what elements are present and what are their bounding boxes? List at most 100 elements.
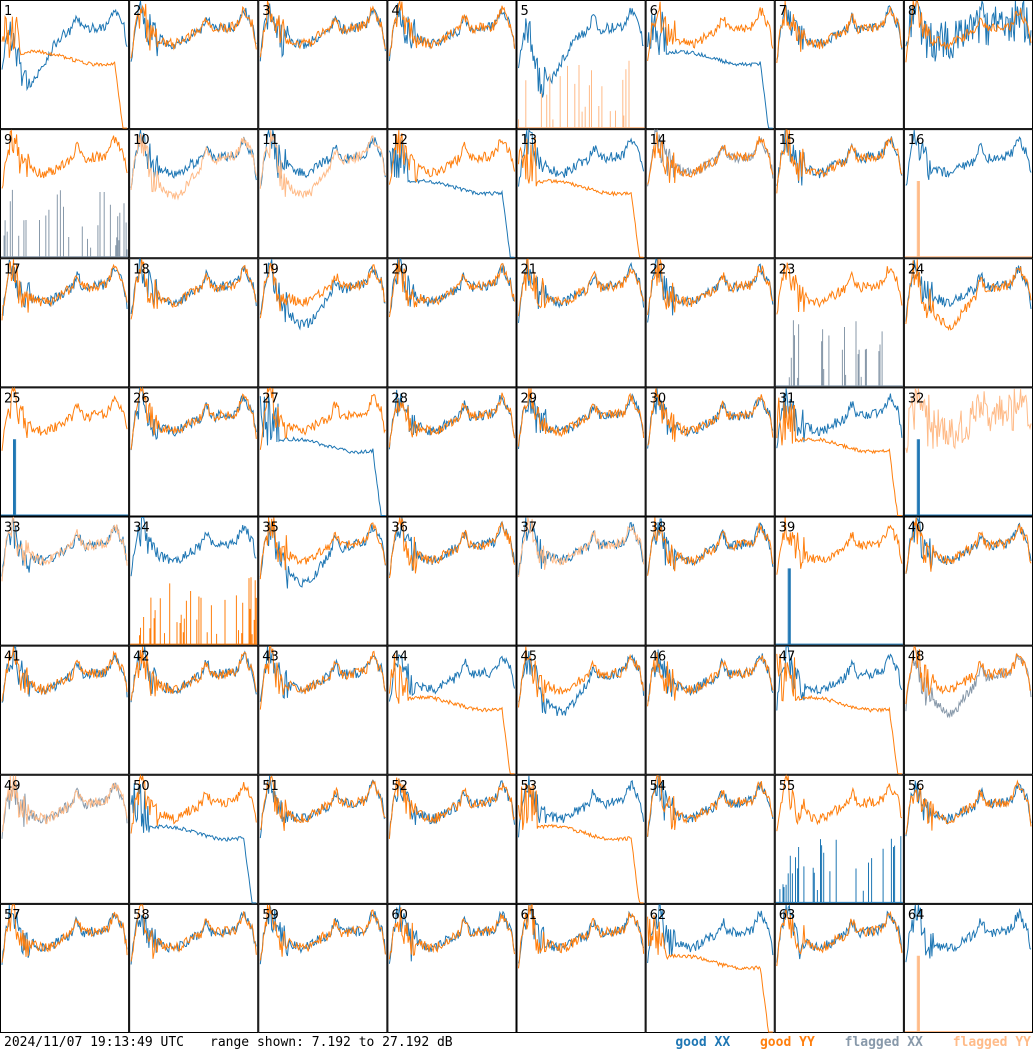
panel-number: 24: [908, 262, 925, 277]
series-xx-good: [518, 651, 645, 717]
panel-number: 47: [779, 650, 796, 665]
panel-frame: [387, 0, 517, 130]
range-label: range shown: 7.192 to 27.192 dB: [210, 1035, 453, 1050]
panel-frame: [387, 516, 517, 646]
panel-number: 53: [521, 779, 538, 794]
series-yy-good: [1, 904, 128, 963]
series-yy-good: [259, 0, 386, 58]
series-yy-good: [776, 397, 902, 516]
panel-number: 16: [908, 133, 925, 148]
series-yy-good: [905, 779, 1032, 835]
panel-frame: [258, 258, 388, 388]
panel-number: 27: [262, 391, 279, 406]
series-yy-good: [647, 652, 774, 707]
panel-number: 44: [391, 650, 408, 665]
series-xx-good: [1, 645, 128, 703]
series-xx-good: [130, 130, 257, 188]
panel-1: 1: [0, 0, 130, 130]
panel-frame: [645, 645, 775, 775]
panel-frame: [774, 258, 904, 388]
series-yy-good: [130, 3, 257, 59]
panel-frame: [903, 387, 1033, 517]
series-xx-flagged: [647, 128, 774, 187]
series-yy-good: [388, 653, 515, 775]
panel-frame: [129, 516, 259, 646]
series-yy-good: [518, 782, 644, 904]
panel-59: 59: [258, 903, 388, 1033]
panel-frame: [387, 387, 517, 517]
panel-55: 55: [774, 773, 904, 904]
legend-flagged-xx: flagged XX: [844, 1035, 923, 1050]
series-yy-good: [130, 904, 257, 962]
panel-number: 59: [262, 908, 279, 923]
panel-20: 20: [387, 258, 517, 388]
panel-45: 45: [516, 645, 646, 775]
series-yy-good: [647, 1, 774, 61]
panel-24: 24: [903, 258, 1033, 388]
panel-number: 7: [779, 4, 787, 19]
series-yy-good: [518, 646, 645, 708]
series-xx-good: [776, 4, 903, 60]
series-yy-good: [130, 773, 257, 834]
series-yy-good: [1, 129, 128, 189]
panel-28: 28: [387, 387, 517, 517]
series-xx-flagged: [775, 320, 903, 387]
legend: good XX good YY flagged XX flagged YY: [675, 1033, 1031, 1053]
series-xx-good: [647, 904, 774, 964]
series-xx-good: [130, 258, 257, 314]
panel-number: 48: [908, 650, 925, 665]
panel-number: 20: [391, 262, 408, 277]
series-xx-good: [905, 0, 1032, 62]
series-yy-good: [1, 386, 128, 451]
panel-frame: [0, 258, 130, 388]
series-xx-good: [1, 517, 128, 577]
panel-18: 18: [129, 258, 259, 388]
panel-number: 60: [391, 908, 408, 923]
series-xx-good: [905, 904, 1032, 963]
panel-21: 21: [516, 258, 646, 388]
series-yy-good: [776, 909, 903, 967]
panel-37: 37: [516, 516, 646, 646]
series-yy-good: [518, 904, 645, 969]
series-yy-flagged: [517, 60, 645, 129]
series-yy-good: [518, 258, 645, 317]
series-yy-good: [388, 259, 515, 318]
panel-number: 57: [4, 908, 21, 923]
panel-30: 30: [645, 387, 775, 517]
panel-42: 42: [129, 645, 259, 775]
timestamp: 2024/11/07 19:13:49 UTC: [4, 1035, 185, 1050]
series-xx-good: [775, 836, 903, 903]
series-xx-good: [1, 259, 128, 316]
panel-frame: [516, 0, 646, 130]
panel-number: 29: [521, 391, 538, 406]
series-yy-good: [647, 517, 774, 576]
panel-63: 63: [774, 903, 904, 1033]
panel-48: 48: [903, 645, 1033, 775]
series-yy-good: [647, 775, 774, 837]
panel-32: 32: [903, 387, 1033, 517]
panel-number: 50: [133, 779, 150, 794]
panel-frame: [387, 774, 517, 904]
panel-number: 9: [4, 133, 12, 148]
panel-2: 2: [129, 0, 259, 130]
series-xx-good: [518, 904, 645, 964]
panel-number: 39: [779, 521, 796, 536]
panel-number: 4: [391, 4, 399, 19]
series-xx-good: [905, 259, 1032, 322]
panel-number: 36: [391, 521, 408, 536]
series-yy-flagged: [905, 388, 1032, 453]
series-yy-flagged: [1, 516, 128, 582]
panel-number: 12: [391, 133, 408, 148]
panel-19: 19: [258, 258, 388, 388]
panel-60: 60: [387, 903, 517, 1033]
panel-34: 34: [129, 516, 259, 646]
series-yy-good: [647, 915, 773, 1033]
panel-number: 37: [521, 521, 538, 536]
panel-number: 8: [908, 4, 916, 19]
panel-number: 42: [133, 650, 150, 665]
panel-56: 56: [903, 774, 1033, 904]
panel-frame: [516, 645, 646, 775]
panel-frame: [0, 903, 130, 1033]
panel-number: 49: [4, 779, 21, 794]
